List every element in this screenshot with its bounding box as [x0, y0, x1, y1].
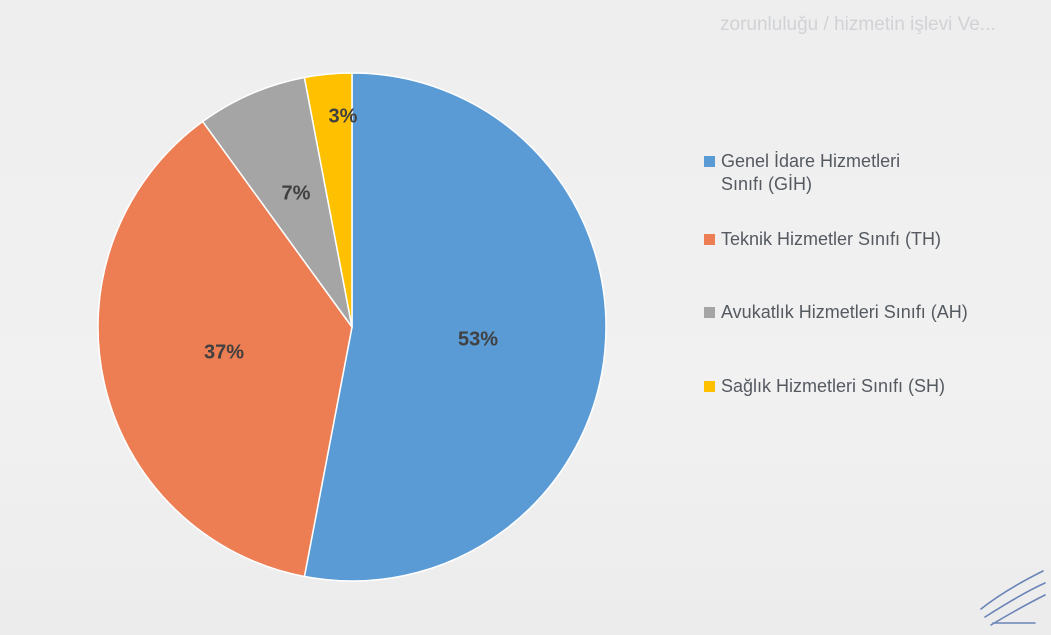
legend-label-gih: Genel İdare Hizmetleri Sınıfı (GİH) [721, 150, 1041, 196]
legend-label-gih-line-1: Genel İdare Hizmetleri [721, 151, 901, 171]
signature-scribble [980, 570, 1046, 626]
data-label-ah: 7% [282, 182, 311, 204]
legend-label-gih-line-2: Sınıfı (GİH) [721, 174, 813, 194]
pie-slice-sh [303, 72, 353, 328]
legend-label-sh: Sağlık Hizmetleri Sınıfı (SH) [721, 375, 1041, 398]
data-label-gih: 53% [458, 328, 498, 350]
data-label-sh: 3% [329, 105, 358, 127]
legend-swatch-gih [704, 156, 715, 167]
legend-swatch-th [704, 234, 715, 245]
faint-header-text: zorunluluğu / hizmetin işlevi Ve... [720, 14, 996, 35]
legend-label-th-line-1: Teknik Hizmetler Sınıfı (TH) [721, 229, 942, 249]
legend-swatch-sh [704, 381, 715, 392]
legend-label-ah: Avukatlık Hizmetleri Sınıfı (AH) [721, 301, 1041, 324]
data-label-th: 37% [204, 341, 244, 363]
legend-label-th: Teknik Hizmetler Sınıfı (TH) [721, 228, 1041, 251]
pie-slice-gih [303, 72, 607, 582]
legend-label-sh-line-1: Sağlık Hizmetleri Sınıfı (SH) [721, 376, 946, 396]
pie-slices [97, 72, 607, 582]
pie-slice-th [97, 120, 353, 578]
pie-slice-ah [201, 76, 353, 328]
pie-data-labels: 53% 37% 7% 3% [204, 105, 498, 363]
legend-label-ah-line-1: Avukatlık Hizmetleri Sınıfı (AH) [721, 302, 968, 322]
legend-swatch-ah [704, 307, 715, 318]
